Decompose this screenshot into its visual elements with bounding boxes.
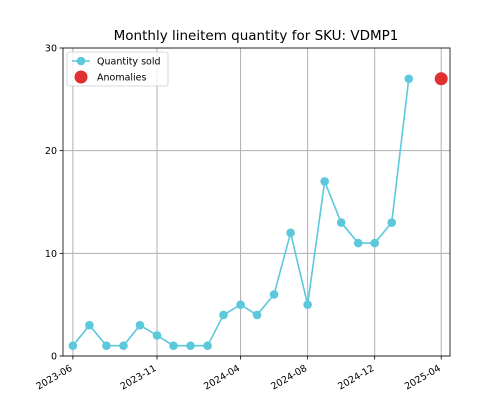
data-point [135,320,145,330]
data-point [85,320,94,330]
data-point [404,74,414,84]
axes: 0 10 20 30 2023-06 2023-11 2024-04 2024-08 2024-… [35,44,451,392]
data-point [219,310,228,320]
legend: Quantity sold Anomalies [66,51,169,87]
y-tick-label: 10 [45,249,57,260]
data-point [286,228,295,238]
data-point [370,238,379,248]
data-point [186,341,195,351]
y-tick-label: 20 [45,146,57,157]
data-point [152,331,162,340]
plot-area [68,72,448,351]
legend-anomaly-swatch [74,70,88,84]
legend-label-quantity-sold: Quantity sold [97,57,161,68]
grid [63,47,450,357]
data-point [353,238,363,248]
x-tick-label: 2023-11 [119,363,159,392]
y-tick-label: 30 [45,44,57,55]
data-point [269,290,279,299]
y-tick-label: 0 [51,352,57,363]
x-tick-label: 2024-08 [269,363,309,392]
data-point [336,218,346,227]
x-tick-label: 2024-04 [202,363,242,392]
data-point [119,341,128,351]
data-point [387,218,397,227]
data-point [236,300,245,309]
data-point [303,300,312,309]
data-point [203,341,212,351]
x-tick-label: 2025-04 [403,363,443,392]
data-point [169,341,178,351]
axes-frame [62,47,451,357]
legend-label-anomalies: Anomalies [97,73,147,84]
data-point [320,177,329,186]
chart-title: Monthly lineitem quantity for SKU: VDMP1 [114,28,399,44]
data-point [68,341,78,351]
x-tick-label: 2023-06 [35,363,75,392]
data-point [102,341,111,351]
x-tick-label: 2024-12 [336,363,376,392]
legend-marker-swatch [76,56,86,66]
anomaly-point [434,72,448,86]
data-point [252,310,262,320]
legend-box [66,51,169,87]
